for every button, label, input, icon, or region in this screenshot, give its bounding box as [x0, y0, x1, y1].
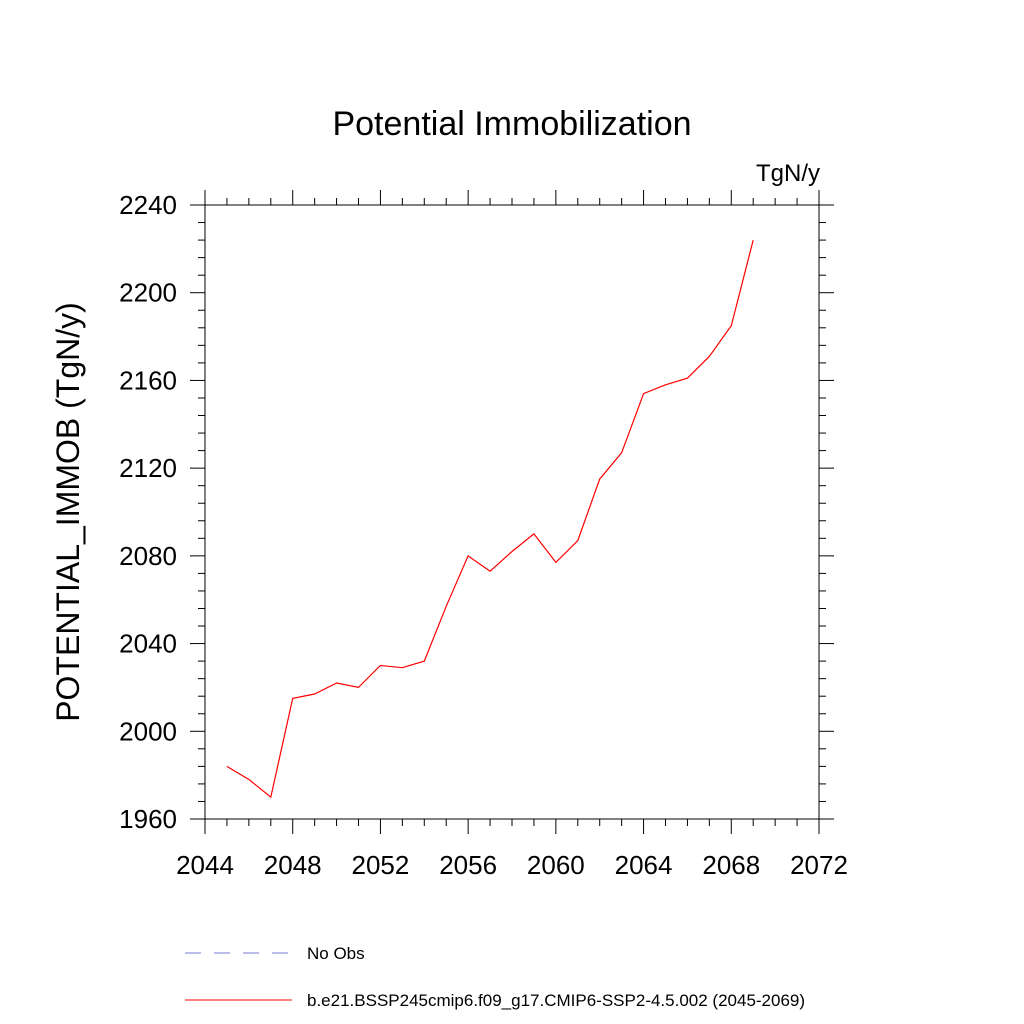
series-line [226, 239, 754, 799]
legend: No Obs b.e21.BSSP245cmip6.f09_g17.CMIP6-S… [185, 944, 805, 1010]
series-layer [226, 239, 754, 799]
y-axis-label: POTENTIAL_IMMOB (TgN/y) [50, 302, 86, 722]
legend-label: b.e21.BSSP245cmip6.f09_g17.CMIP6-SSP2-4.… [307, 991, 805, 1010]
x-tick-label: 2056 [439, 850, 497, 880]
y-tick-label: 2040 [119, 629, 177, 659]
y-tick-label: 2000 [119, 716, 177, 746]
x-tick-label: 2060 [527, 850, 585, 880]
axis-ticks [190, 190, 834, 834]
x-tick-label: 2048 [264, 850, 322, 880]
legend-label: No Obs [307, 944, 365, 963]
y-tick-label: 2240 [119, 190, 177, 220]
y-tick-label: 2200 [119, 278, 177, 308]
y-tick-label: 2160 [119, 365, 177, 395]
x-tick-label: 2052 [352, 850, 410, 880]
plot-frame [204, 204, 820, 820]
y-tick-label: 1960 [119, 804, 177, 834]
chart-title: Potential Immobilization [332, 105, 691, 143]
y-tick-label: 2120 [119, 453, 177, 483]
units-label: TgN/y [756, 160, 820, 187]
x-tick-label: 2072 [790, 850, 848, 880]
x-tick-label: 2064 [615, 850, 673, 880]
tick-labels: 2044 2048 2052 2056 2060 2064 2068 2072 1960 2000… [119, 190, 848, 880]
x-tick-label: 2068 [702, 850, 760, 880]
x-tick-label: 2044 [176, 850, 234, 880]
y-tick-label: 2080 [119, 541, 177, 571]
